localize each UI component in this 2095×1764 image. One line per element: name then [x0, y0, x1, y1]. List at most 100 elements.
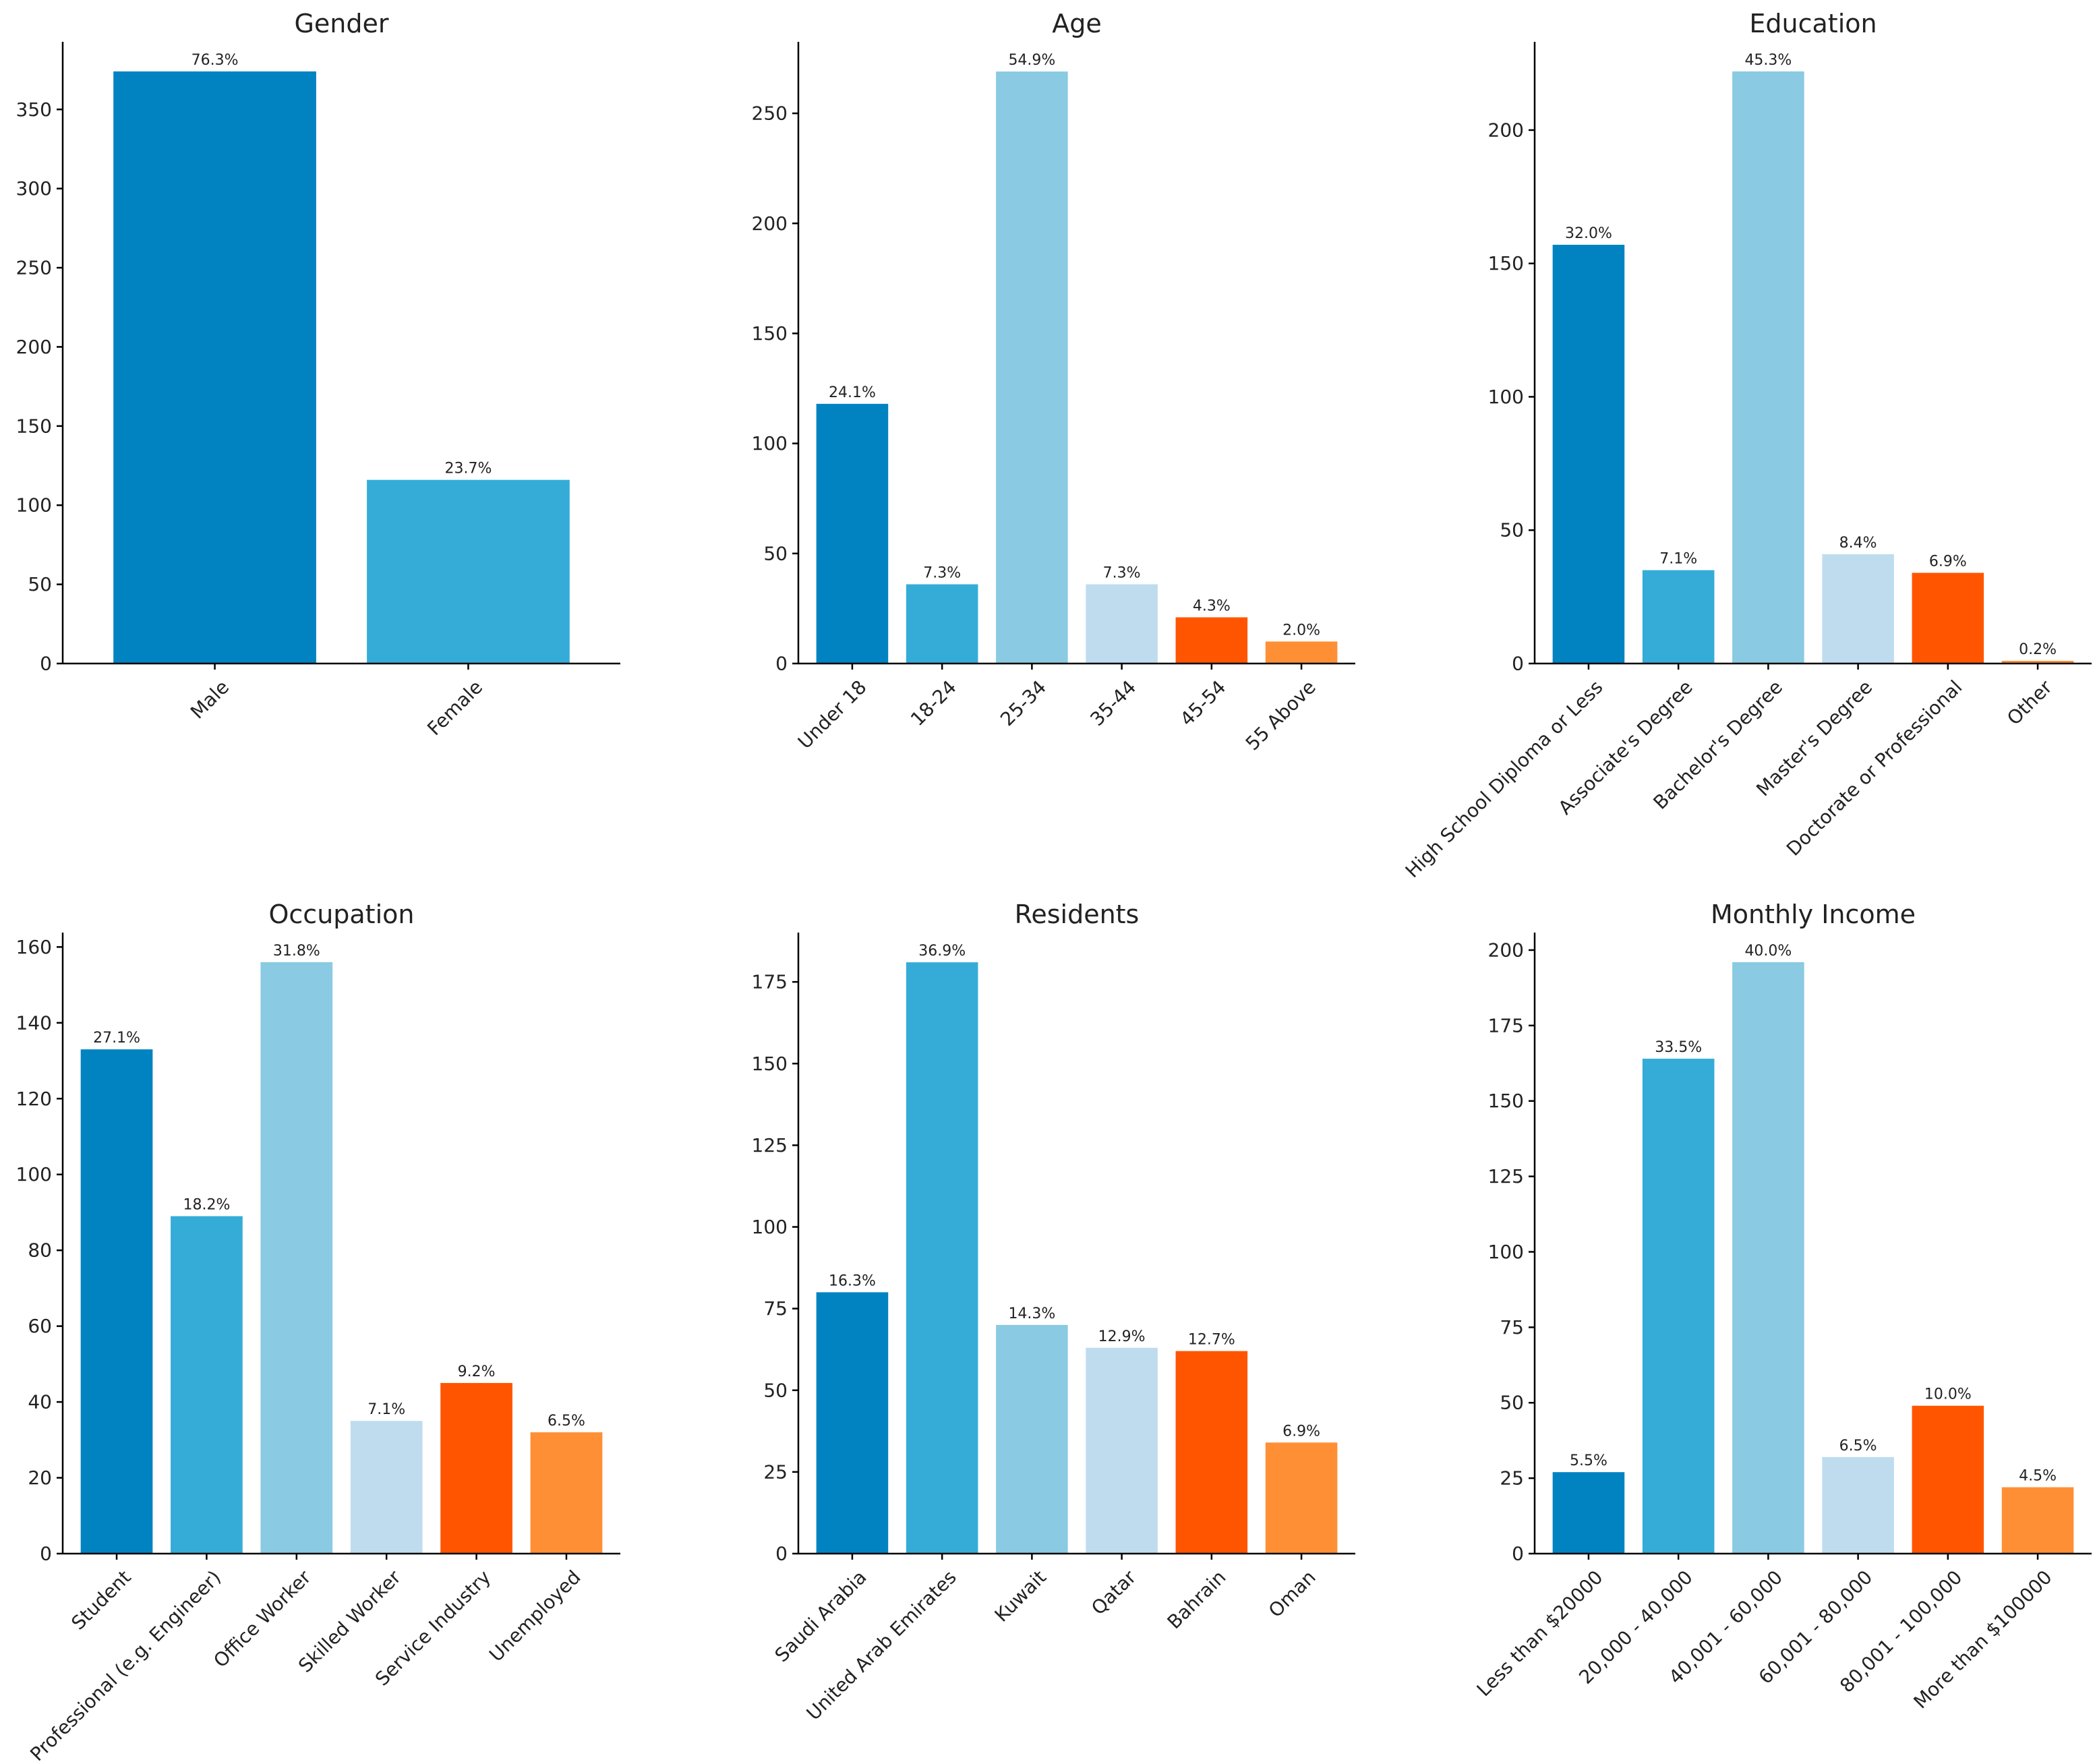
y-tick-label: 75	[1500, 1316, 1524, 1339]
bar-less-than-20000	[1552, 1472, 1625, 1554]
y-tick-label: 250	[752, 102, 788, 125]
bar-bahrain	[1175, 1351, 1248, 1554]
y-tick-label: 150	[752, 322, 788, 345]
data-label: 6.5%	[548, 1413, 585, 1430]
x-tick-label: United Arab Emirates	[802, 1566, 961, 1724]
data-label: 2.0%	[1282, 622, 1320, 639]
x-tick-label: Other	[2003, 676, 2057, 730]
data-label: 45.3%	[1744, 52, 1792, 69]
y-tick-label: 100	[1488, 1241, 1524, 1263]
data-label: 27.1%	[93, 1030, 140, 1047]
x-tick-label: Doctorate or Professional	[1782, 676, 1967, 860]
y-tick-label: 150	[1488, 252, 1524, 274]
data-label: 7.1%	[1659, 551, 1697, 568]
y-tick-label: 50	[1500, 1392, 1524, 1414]
y-tick-label: 80	[28, 1239, 52, 1262]
data-label: 7.3%	[923, 565, 961, 582]
y-tick-label: 100	[752, 1216, 788, 1238]
data-label: 16.3%	[829, 1272, 876, 1289]
y-tick-label: 300	[16, 177, 52, 200]
y-tick-label: 160	[16, 936, 52, 958]
bar-under-18	[816, 403, 889, 664]
x-tick-label: Qatar	[1087, 1566, 1140, 1619]
data-label: 8.4%	[1839, 535, 1877, 552]
data-label: 54.9%	[1008, 52, 1055, 69]
x-tick-label: 25-34	[996, 676, 1051, 730]
y-tick-label: 25	[763, 1461, 788, 1483]
data-label: 4.3%	[1193, 597, 1231, 614]
y-tick-label: 125	[752, 1134, 788, 1156]
bar-80-001-100-000	[1912, 1405, 1984, 1554]
data-label: 7.3%	[1103, 565, 1141, 582]
data-label: 24.1%	[829, 384, 876, 401]
bar-qatar	[1086, 1347, 1158, 1554]
panel-title: Education	[1749, 9, 1877, 38]
y-tick-label: 75	[763, 1297, 788, 1320]
y-tick-label: 20	[28, 1467, 52, 1489]
y-tick-label: 350	[16, 98, 52, 121]
bar-25-34	[996, 71, 1068, 664]
panel-title: Residents	[1015, 900, 1140, 929]
data-label: 10.0%	[1924, 1386, 1972, 1403]
bar-saudi-arabia	[816, 1292, 889, 1554]
y-tick-label: 100	[1488, 386, 1524, 408]
y-tick-label: 150	[1488, 1090, 1524, 1112]
data-label: 14.3%	[1008, 1305, 1055, 1322]
y-tick-label: 175	[1488, 1014, 1524, 1036]
panel-age: Age 24.1% Under 18 7.3% 18-24 54.9% 25-34 7.3% 3…	[752, 9, 1355, 755]
bar-doctorate-or-professional	[1912, 572, 1984, 664]
y-tick-label: 200	[752, 212, 788, 235]
y-tick-label: 50	[1500, 519, 1524, 541]
y-tick-label: 60	[28, 1315, 52, 1337]
x-tick-label: Male	[186, 676, 233, 723]
bar-associate-s-degree	[1642, 570, 1715, 664]
x-tick-label: Bahrain	[1163, 1566, 1231, 1633]
bar-skilled-worker	[350, 1421, 423, 1554]
y-tick-label: 150	[16, 415, 52, 437]
data-label: 5.5%	[1570, 1452, 1607, 1469]
bar-master-s-degree	[1822, 554, 1894, 664]
data-label: 0.2%	[2019, 641, 2057, 658]
bar-60-001-80-000	[1822, 1457, 1894, 1554]
x-tick-label: Female	[423, 676, 487, 740]
data-label: 18.2%	[183, 1197, 230, 1214]
x-tick-label: Kuwait	[991, 1566, 1051, 1626]
bar-other	[2001, 661, 2074, 664]
x-tick-label: Professional (e.g. Engineer)	[26, 1566, 225, 1764]
bar-high-school-diploma-or-less	[1552, 245, 1625, 664]
bar-office-worker	[260, 962, 333, 1554]
data-label: 32.0%	[1565, 225, 1612, 242]
y-tick-label: 200	[16, 336, 52, 358]
y-tick-label: 50	[763, 1379, 788, 1401]
data-label: 6.5%	[1839, 1438, 1877, 1454]
bar-kuwait	[996, 1324, 1068, 1554]
y-tick-label: 50	[28, 573, 52, 595]
bar-20-000-40-000	[1642, 1059, 1715, 1554]
x-tick-label: 18-24	[906, 676, 961, 730]
bar-male	[113, 71, 316, 664]
bar-bachelor-s-degree	[1732, 71, 1804, 664]
bar-unemployed	[530, 1432, 603, 1554]
x-tick-label: Student	[67, 1566, 135, 1634]
x-tick-label: High School Diploma or Less	[1401, 676, 1607, 882]
bar-student	[80, 1049, 153, 1554]
data-label: 12.7%	[1188, 1332, 1235, 1349]
y-tick-label: 140	[16, 1011, 52, 1034]
data-label: 36.9%	[918, 943, 966, 960]
y-tick-label: 50	[763, 542, 788, 564]
panel-title: Gender	[294, 9, 388, 38]
y-tick-label: 0	[1512, 1543, 1524, 1565]
bar-professional-e-g-engineer	[171, 1216, 243, 1554]
x-tick-label: Under 18	[794, 676, 871, 753]
data-label: 31.8%	[273, 943, 320, 960]
x-tick-label: 55 Above	[1241, 676, 1320, 755]
panel-title: Age	[1052, 9, 1102, 38]
panel-title: Occupation	[269, 900, 415, 929]
x-tick-label: Saudi Arabia	[771, 1566, 871, 1666]
y-tick-label: 100	[752, 432, 788, 454]
data-label: 76.3%	[191, 52, 239, 69]
data-label: 12.9%	[1098, 1328, 1146, 1345]
y-tick-label: 200	[1488, 939, 1524, 961]
